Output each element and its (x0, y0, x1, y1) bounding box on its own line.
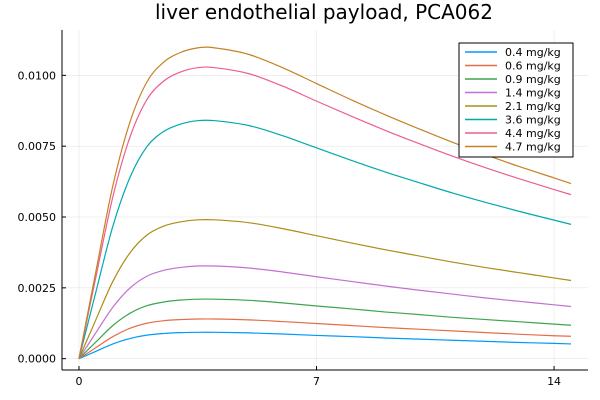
x-tick-label: 14 (547, 375, 561, 388)
legend-label: 0.4 mg/kg (505, 46, 561, 59)
y-tick-label: 0.0000 (18, 353, 57, 366)
series-line-3 (78, 265, 572, 359)
series-line-2 (78, 298, 572, 360)
series-line-1 (78, 318, 572, 360)
y-tick-label: 0.0025 (18, 282, 57, 295)
legend-label: 3.6 mg/kg (505, 114, 561, 127)
x-tick-label: 0 (75, 375, 82, 388)
legend-label: 2.1 mg/kg (505, 100, 561, 113)
x-tick-label: 7 (313, 375, 320, 388)
legend-label: 0.6 mg/kg (505, 60, 561, 73)
axis-layer: 0 7 14 0.0000 0.0025 0.0050 0.0075 0.0100 (18, 30, 588, 388)
y-tick-label: 0.0100 (18, 69, 57, 82)
series-line-5 (78, 119, 572, 359)
legend-label: 0.9 mg/kg (505, 73, 561, 86)
series-line-4 (78, 218, 572, 359)
y-tick-label: 0.0050 (18, 211, 57, 224)
legend: 0.4 mg/kg0.6 mg/kg0.9 mg/kg1.4 mg/kg2.1 … (458, 42, 574, 158)
chart-title: liver endothelial payload, PCA062 (155, 0, 493, 24)
legend-label: 4.4 mg/kg (505, 127, 561, 140)
legend-label: 4.7 mg/kg (505, 141, 561, 154)
series-line-0 (78, 331, 572, 360)
y-tick-label: 0.0075 (18, 140, 57, 153)
legend-label: 1.4 mg/kg (505, 87, 561, 100)
legend-box (458, 42, 574, 158)
series-line-6 (78, 66, 572, 359)
